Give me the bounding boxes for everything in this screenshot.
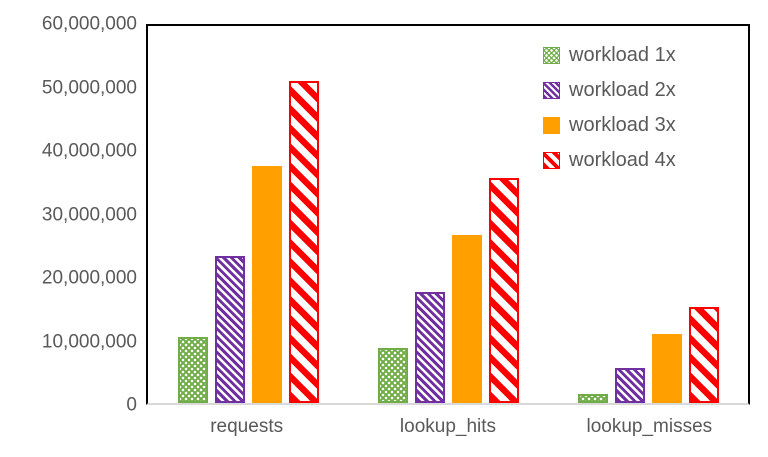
bar-lookup_misses-workload-4x [688,306,719,403]
legend-item-workload-2x: workload 2x [543,79,676,102]
legend-swatch-workload-3x-icon [543,117,560,134]
bar-lookup_misses-workload-1x [577,393,608,403]
bar-lookup_hits-workload-2x [414,291,445,403]
y-tick-label: 30,000,000 [41,204,137,225]
bar-requests-workload-4x [288,81,319,403]
legend-label-workload-1x: workload 1x [569,44,676,66]
legend-swatch-workload-2x-icon [543,82,560,99]
bar-lookup_misses-workload-3x [651,333,682,403]
x-axis: requests lookup_hits lookup_misses [146,416,750,438]
legend-swatch-workload-4x-icon [543,152,560,169]
bar-requests-workload-1x [177,337,208,403]
x-tick-label-lookup-misses: lookup_misses [586,416,713,437]
bar-lookup_misses-workload-2x [614,367,645,403]
bar-lookup_hits-workload-3x [451,234,482,403]
bar-requests-workload-3x [251,166,282,403]
x-tick-label-requests: requests [210,416,284,437]
legend-item-workload-4x: workload 4x [543,149,676,172]
legend: workload 1x workload 2x workload 3x work… [543,44,676,172]
legend-swatch-workload-1x-icon [543,47,560,64]
bar-lookup_hits-workload-4x [488,178,519,403]
bar-group-requests [148,26,348,403]
y-tick-label: 0 [126,394,137,416]
legend-item-workload-1x: workload 1x [543,44,676,67]
x-tick-label-lookup-hits: lookup_hits [399,416,497,437]
y-tick-label: 40,000,000 [41,140,137,162]
bar-lookup_hits-workload-1x [377,347,408,403]
legend-label-workload-3x: workload 3x [569,114,676,136]
plot-area [146,24,750,405]
legend-label-workload-2x: workload 2x [569,79,676,101]
y-tick-label: 50,000,000 [41,77,137,98]
y-tick-label: 10,000,000 [41,331,137,352]
legend-item-workload-3x: workload 3x [543,114,676,137]
bar-group-lookup_misses [548,26,748,403]
y-tick-label: 20,000,000 [41,267,137,289]
bars-layer [148,26,748,403]
bar-requests-workload-2x [214,255,245,403]
legend-label-workload-4x: workload 4x [569,149,676,171]
y-tick-label: 60,000,000 [41,13,137,35]
y-axis: 0 10,000,000 20,000,000 30,000,000 40,000,00… [0,15,137,415]
bar-group-lookup_hits [348,26,548,403]
